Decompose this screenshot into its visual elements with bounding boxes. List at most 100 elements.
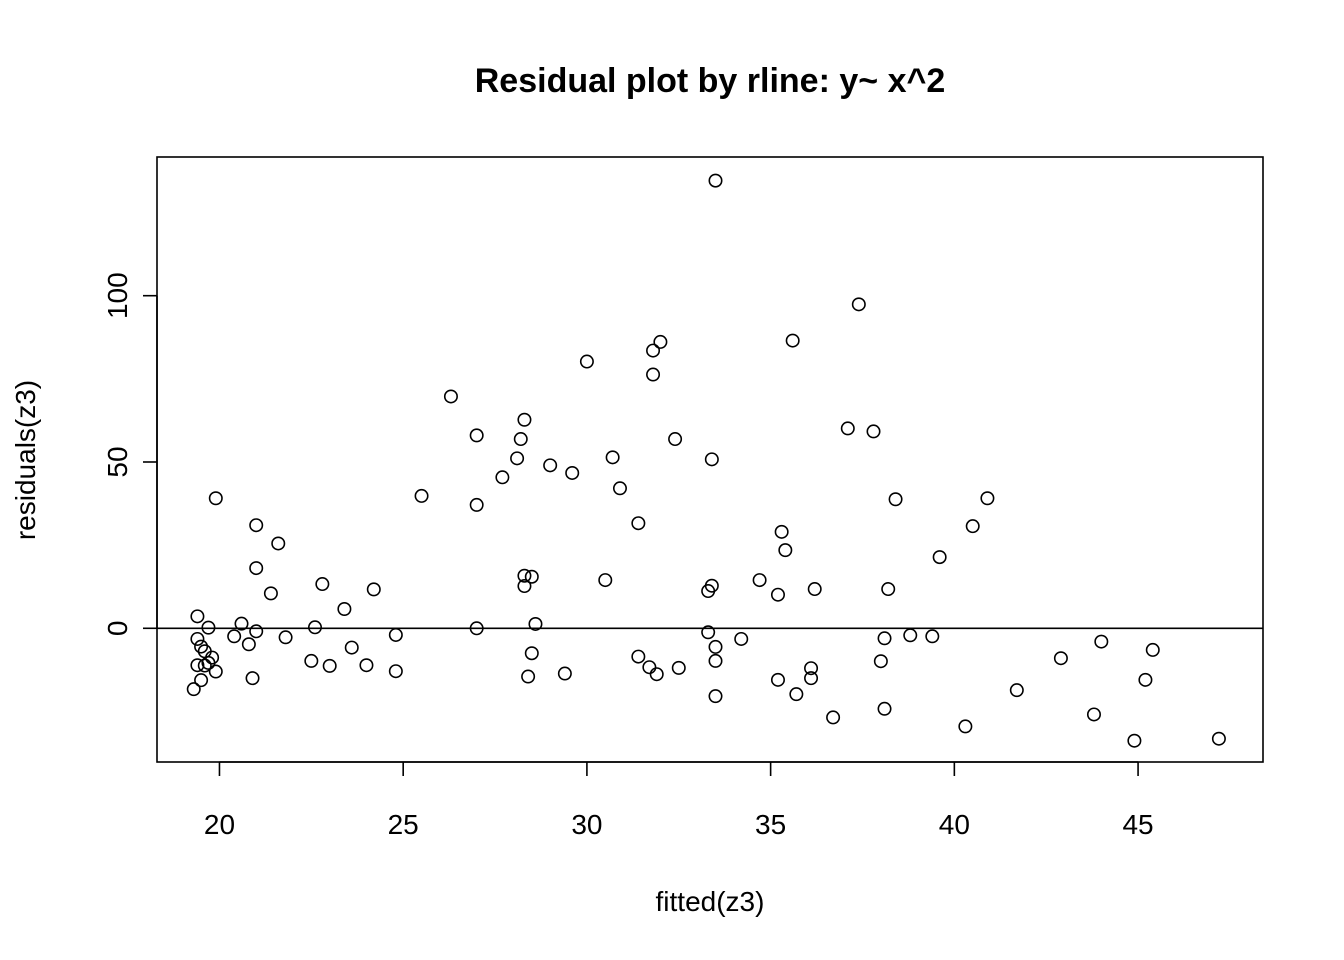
data-point <box>752 573 767 588</box>
data-point <box>517 579 532 594</box>
data-point <box>208 491 223 506</box>
data-point <box>770 587 785 602</box>
data-point <box>903 628 918 643</box>
data-point <box>337 602 352 617</box>
data-point <box>190 658 205 673</box>
data-point <box>1053 651 1068 666</box>
data-point <box>304 653 319 668</box>
axis-ticks: 20 25 30 35 40 45 0 50 100 <box>102 272 1154 840</box>
data-point <box>1127 733 1142 748</box>
data-point <box>271 536 286 551</box>
data-point <box>646 343 661 358</box>
data-point <box>734 631 749 646</box>
data-point <box>958 719 973 734</box>
data-point <box>612 481 627 496</box>
data-point <box>932 550 947 565</box>
data-point <box>208 664 223 679</box>
data-point <box>565 465 580 480</box>
data-point <box>642 660 657 675</box>
data-point <box>826 710 841 725</box>
data-point <box>263 586 278 601</box>
data-point <box>701 584 716 599</box>
data-point <box>201 655 216 670</box>
data-point <box>469 621 484 636</box>
data-point <box>598 573 613 588</box>
data-point <box>789 687 804 702</box>
data-point <box>528 616 543 631</box>
data-point <box>708 639 723 654</box>
data-point <box>307 620 322 635</box>
data-point <box>631 649 646 664</box>
data-point <box>888 492 903 507</box>
data-point <box>851 297 866 312</box>
data-point <box>227 629 242 644</box>
data-point <box>1138 672 1153 687</box>
data-point <box>344 640 359 655</box>
x-tick-label: 35 <box>755 809 786 840</box>
data-point <box>469 428 484 443</box>
data-point <box>278 630 293 645</box>
data-point <box>778 543 793 558</box>
x-tick-label: 40 <box>939 809 970 840</box>
data-point <box>543 458 558 473</box>
data-point <box>701 625 716 640</box>
data-point <box>359 658 374 673</box>
data-point <box>774 524 789 539</box>
data-point <box>881 582 896 597</box>
data-point <box>804 671 819 686</box>
data-point <box>322 658 337 673</box>
x-tick-label: 20 <box>204 809 235 840</box>
data-point <box>708 689 723 704</box>
data-point <box>517 568 532 583</box>
data-point <box>249 624 264 639</box>
data-point <box>807 582 822 597</box>
data-point <box>1009 683 1024 698</box>
data-point <box>840 421 855 436</box>
data-point <box>980 491 995 506</box>
data-point <box>366 582 381 597</box>
data-point <box>201 620 216 635</box>
data-point <box>186 682 201 697</box>
data-point <box>194 673 209 688</box>
data-point <box>414 488 429 503</box>
data-point <box>631 516 646 531</box>
data-point <box>443 389 458 404</box>
data-point <box>190 609 205 624</box>
data-point <box>866 424 881 439</box>
y-tick-label: 100 <box>102 272 133 319</box>
x-axis-label: fitted(z3) <box>656 886 765 917</box>
x-tick-label: 30 <box>571 809 602 840</box>
data-point <box>965 519 980 534</box>
y-tick-label: 0 <box>102 621 133 637</box>
data-point <box>510 451 525 466</box>
x-tick-label: 25 <box>388 809 419 840</box>
data-point <box>521 669 536 684</box>
data-point <box>234 616 249 631</box>
data-point <box>873 654 888 669</box>
data-point <box>804 661 819 676</box>
data-point <box>925 629 940 644</box>
y-axis-label: residuals(z3) <box>10 380 41 540</box>
plot-frame <box>156 156 1264 763</box>
data-point <box>194 639 209 654</box>
data-point <box>649 667 664 682</box>
x-tick-label: 45 <box>1122 809 1153 840</box>
data-point <box>557 666 572 681</box>
data-point <box>524 569 539 584</box>
data-point <box>241 637 256 652</box>
data-point <box>579 354 594 369</box>
data-point <box>877 701 892 716</box>
data-point <box>785 333 800 348</box>
data-point <box>1094 634 1109 649</box>
data-point <box>315 577 330 592</box>
chart-title: Residual plot by rline: y~ x^2 <box>475 62 946 100</box>
data-point <box>653 334 668 349</box>
data-points <box>186 173 1226 748</box>
data-point <box>388 627 403 642</box>
data-point <box>495 470 510 485</box>
data-point <box>1086 707 1101 722</box>
data-point <box>605 450 620 465</box>
data-point <box>770 672 785 687</box>
data-point <box>668 432 683 447</box>
